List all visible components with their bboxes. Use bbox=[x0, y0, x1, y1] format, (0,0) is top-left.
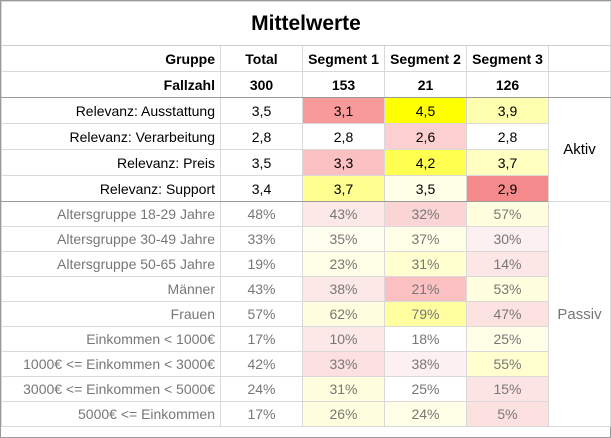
total-value: 57% bbox=[220, 301, 303, 327]
segment-3-value: 2,9 bbox=[466, 175, 549, 202]
table-row: Frauen 57% 62% 79% 47% bbox=[1, 301, 611, 327]
segment-2-value: 3,5 bbox=[384, 175, 467, 202]
segment-1-value: 31% bbox=[302, 376, 385, 402]
count-row: Fallzahl 300 153 21 126 bbox=[1, 71, 611, 98]
table-row: Altersgruppe 50-65 Jahre 19% 23% 31% 14% bbox=[1, 251, 611, 277]
table-row: 1000€ <= Einkommen < 3000€ 42% 33% 38% 55% bbox=[1, 351, 611, 377]
total-value: 17% bbox=[220, 326, 303, 352]
segment-1-value: 33% bbox=[302, 351, 385, 377]
table-row: Relevanz: Verarbeitung 2,8 2,8 2,6 2,8 bbox=[1, 123, 611, 150]
column-header-segment-1: Segment 1 bbox=[302, 45, 385, 72]
segment-3-value: 15% bbox=[466, 376, 549, 402]
count-total: 300 bbox=[220, 71, 303, 98]
row-label: Relevanz: Support bbox=[1, 175, 221, 202]
segment-1-value: 26% bbox=[302, 401, 385, 427]
segment-1-value: 38% bbox=[302, 276, 385, 302]
segment-3-value: 5% bbox=[466, 401, 549, 427]
table-title: Mittelwerte bbox=[0, 1, 611, 46]
total-value: 3,4 bbox=[220, 175, 303, 202]
segment-2-value: 79% bbox=[384, 301, 467, 327]
segment-2-value: 25% bbox=[384, 376, 467, 402]
header-spacer bbox=[547, 45, 611, 72]
segment-2-value: 37% bbox=[384, 226, 467, 252]
column-header-segment-2: Segment 2 bbox=[384, 45, 467, 72]
segment-3-value: 25% bbox=[466, 326, 549, 352]
table-row: Einkommen < 1000€ 17% 10% 18% 25% bbox=[1, 326, 611, 352]
segment-2-value: 4,2 bbox=[384, 149, 467, 176]
table-row: 3000€ <= Einkommen < 5000€ 24% 31% 25% 15% bbox=[1, 376, 611, 402]
column-header-segment-3: Segment 3 bbox=[466, 45, 549, 72]
count-segment-1: 153 bbox=[302, 71, 385, 98]
total-value: 48% bbox=[220, 201, 303, 227]
row-label: Altersgruppe 18-29 Jahre bbox=[1, 201, 221, 227]
row-label: Relevanz: Verarbeitung bbox=[1, 123, 221, 150]
segment-3-value: 3,9 bbox=[466, 97, 549, 124]
segment-1-value: 10% bbox=[302, 326, 385, 352]
group-label-aktiv: Aktiv bbox=[547, 97, 611, 202]
row-label: Männer bbox=[1, 276, 221, 302]
total-value: 17% bbox=[220, 401, 303, 427]
total-value: 3,5 bbox=[220, 149, 303, 176]
count-label: Fallzahl bbox=[1, 71, 221, 98]
row-label: 1000€ <= Einkommen < 3000€ bbox=[1, 351, 221, 377]
segment-2-value: 32% bbox=[384, 201, 467, 227]
segment-3-value: 3,7 bbox=[466, 149, 549, 176]
row-label: Einkommen < 1000€ bbox=[1, 326, 221, 352]
total-value: 33% bbox=[220, 226, 303, 252]
segment-3-value: 14% bbox=[466, 251, 549, 277]
total-value: 43% bbox=[220, 276, 303, 302]
segment-1-value: 35% bbox=[302, 226, 385, 252]
total-value: 3,5 bbox=[220, 97, 303, 124]
segment-1-value: 3,1 bbox=[302, 97, 385, 124]
segment-1-value: 62% bbox=[302, 301, 385, 327]
segment-3-value: 55% bbox=[466, 351, 549, 377]
header-row: Gruppe Total Segment 1 Segment 2 Segment… bbox=[1, 45, 611, 72]
count-spacer bbox=[547, 71, 611, 98]
total-value: 42% bbox=[220, 351, 303, 377]
segment-3-value: 47% bbox=[466, 301, 549, 327]
segment-2-value: 21% bbox=[384, 276, 467, 302]
table-row: Altersgruppe 30-49 Jahre 33% 35% 37% 30% bbox=[1, 226, 611, 252]
segment-3-value: 30% bbox=[466, 226, 549, 252]
row-label: Relevanz: Preis bbox=[1, 149, 221, 176]
total-value: 24% bbox=[220, 376, 303, 402]
count-segment-3: 126 bbox=[466, 71, 549, 98]
segment-2-value: 18% bbox=[384, 326, 467, 352]
row-label: Relevanz: Ausstattung bbox=[1, 97, 221, 124]
row-label: Altersgruppe 30-49 Jahre bbox=[1, 226, 221, 252]
table-row: Relevanz: Ausstattung 3,5 3,1 4,5 3,9 Aktiv bbox=[1, 97, 611, 202]
segment-2-value: 24% bbox=[384, 401, 467, 427]
table-row: Männer 43% 38% 21% 53% bbox=[1, 276, 611, 302]
segment-1-value: 3,7 bbox=[302, 175, 385, 202]
segment-1-value: 3,3 bbox=[302, 149, 385, 176]
segment-2-value: 31% bbox=[384, 251, 467, 277]
table-row: 5000€ <= Einkommen 17% 26% 24% 5% bbox=[1, 401, 611, 427]
row-label: Frauen bbox=[1, 301, 221, 327]
row-label: 3000€ <= Einkommen < 5000€ bbox=[1, 376, 221, 402]
segment-1-value: 2,8 bbox=[302, 123, 385, 150]
group-label-passiv: Passiv bbox=[547, 201, 611, 427]
segment-3-value: 57% bbox=[466, 201, 549, 227]
row-label: Altersgruppe 50-65 Jahre bbox=[1, 251, 221, 277]
segment-2-value: 4,5 bbox=[384, 97, 467, 124]
segment-3-value: 53% bbox=[466, 276, 549, 302]
segment-3-value: 2,8 bbox=[466, 123, 549, 150]
segment-1-value: 23% bbox=[302, 251, 385, 277]
column-header-total: Total bbox=[220, 45, 303, 72]
mittelwerte-table: Mittelwerte Gruppe Total Segment 1 Segme… bbox=[0, 1, 611, 427]
table-row: Relevanz: Support 3,4 3,7 3,5 2,9 bbox=[1, 175, 611, 202]
title-row: Mittelwerte bbox=[0, 1, 611, 46]
group-header-label: Gruppe bbox=[1, 45, 221, 72]
segment-2-value: 2,6 bbox=[384, 123, 467, 150]
segment-2-value: 38% bbox=[384, 351, 467, 377]
total-value: 2,8 bbox=[220, 123, 303, 150]
count-segment-2: 21 bbox=[384, 71, 467, 98]
segment-1-value: 43% bbox=[302, 201, 385, 227]
total-value: 19% bbox=[220, 251, 303, 277]
table-row: Relevanz: Preis 3,5 3,3 4,2 3,7 bbox=[1, 149, 611, 176]
table-row: Altersgruppe 18-29 Jahre 48% 43% 32% 57% Pass… bbox=[1, 201, 611, 427]
row-label: 5000€ <= Einkommen bbox=[1, 401, 221, 427]
